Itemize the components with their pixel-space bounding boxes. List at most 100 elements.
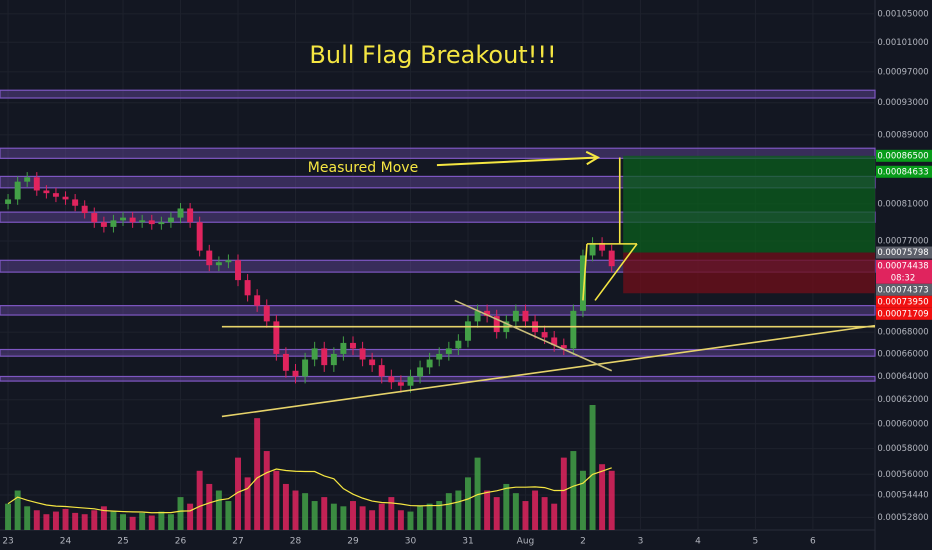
volume-bar xyxy=(139,512,146,530)
volume-bar xyxy=(244,477,251,530)
x-tick-label: 29 xyxy=(347,537,359,547)
volume-bar xyxy=(436,501,443,530)
price-tag xyxy=(876,246,932,259)
candle-body xyxy=(484,310,491,317)
volume-bar xyxy=(445,493,452,530)
candle-body xyxy=(493,316,500,333)
trend-line xyxy=(594,243,638,301)
candle-body xyxy=(225,260,232,263)
candle-body xyxy=(369,359,376,366)
x-tick-label: 23 xyxy=(2,537,13,547)
candle-body xyxy=(388,376,395,383)
candle-body xyxy=(187,208,194,223)
candle-body xyxy=(91,213,98,223)
candle-body xyxy=(292,370,299,377)
price-tag-label: 0.00074373 xyxy=(877,285,928,295)
volume-bar xyxy=(302,493,309,530)
candle-body xyxy=(378,365,385,377)
x-tick-label: 4 xyxy=(695,537,701,547)
volume-bar xyxy=(110,511,117,530)
candle-body xyxy=(52,193,59,197)
volume-bar xyxy=(503,483,510,530)
y-tick-label: 0.00052800 xyxy=(877,513,928,523)
candle-body xyxy=(407,376,414,386)
candle-body xyxy=(282,353,289,371)
candle-body xyxy=(359,348,366,360)
volume-bar xyxy=(254,418,261,530)
volume xyxy=(5,405,615,530)
price-tag xyxy=(876,259,932,284)
y-tick-label: 0.00054440 xyxy=(877,490,928,500)
candle-body xyxy=(206,250,213,266)
volume-bar xyxy=(81,514,88,530)
volume-bar xyxy=(474,457,481,530)
candle-body xyxy=(81,205,88,214)
price-tag-label: 0.00075798 xyxy=(877,248,928,258)
y-tick-label: 0.00101000 xyxy=(877,38,928,48)
volume-bar xyxy=(62,508,69,530)
candle-body xyxy=(148,220,155,225)
price-tag-label: 0.00084633 xyxy=(877,167,928,177)
y-tick-label: 0.00077000 xyxy=(877,237,928,247)
candle-body xyxy=(129,217,136,223)
price-tag xyxy=(876,149,932,162)
volume-bar xyxy=(369,510,376,530)
y-tick-label: 0.00056000 xyxy=(877,470,928,480)
candle-body xyxy=(235,260,241,281)
volume-bar xyxy=(225,501,232,530)
candle-body xyxy=(436,353,443,360)
candle-body xyxy=(43,190,50,194)
x-tick-label: Aug xyxy=(517,537,535,547)
candle-body xyxy=(120,217,127,221)
y-tick-label: 0.00105000 xyxy=(877,9,928,19)
volume-bar xyxy=(321,497,328,530)
volume-bar xyxy=(196,470,203,530)
arrow-head xyxy=(585,150,600,166)
x-tick-label: 27 xyxy=(232,537,243,547)
y-tick-label: 0.00081000 xyxy=(877,199,928,209)
zone xyxy=(0,89,876,99)
candle-body xyxy=(321,348,328,366)
candle-body xyxy=(24,177,31,182)
candle-body xyxy=(426,359,433,368)
volume-bar xyxy=(340,506,347,530)
volume-bar xyxy=(350,501,356,530)
volume-bar xyxy=(100,506,107,530)
candle-body xyxy=(608,250,615,267)
candle-body xyxy=(464,321,471,341)
candle-body xyxy=(302,359,309,377)
volume-bar xyxy=(14,490,21,530)
volume-bar xyxy=(378,503,385,530)
price-tag-label: 0.00086500 xyxy=(877,151,928,161)
volume-bar xyxy=(52,511,59,530)
candle-body xyxy=(417,367,424,377)
y-tick-label: 0.00093000 xyxy=(877,98,928,108)
volume-bar xyxy=(359,506,366,530)
x-tick-label: 30 xyxy=(405,537,417,547)
volume-bar xyxy=(129,516,136,530)
x-tick-label: 2 xyxy=(580,537,586,547)
volume-bar xyxy=(464,477,471,530)
volume-bar xyxy=(330,503,337,530)
candle-body xyxy=(560,345,567,349)
candle-body xyxy=(579,255,586,311)
candle-body xyxy=(72,199,79,206)
volume-bar xyxy=(570,451,577,530)
y-tick-label: 0.00066000 xyxy=(877,349,928,359)
x-tick-label: 5 xyxy=(753,537,759,547)
zone xyxy=(0,305,876,316)
x-tick-label: 6 xyxy=(810,537,816,547)
x-tick-label: 24 xyxy=(60,537,72,547)
candle-body xyxy=(445,348,452,354)
volume-bar xyxy=(426,503,433,530)
price-tag xyxy=(876,307,932,320)
candle-body xyxy=(244,280,251,296)
volume-bar xyxy=(148,515,155,530)
candle-body xyxy=(397,382,404,386)
volume-ma xyxy=(7,467,612,514)
volume-bar xyxy=(407,511,414,530)
candle-body xyxy=(570,310,577,349)
volume-bar xyxy=(158,511,165,530)
volume-bar xyxy=(5,503,12,530)
